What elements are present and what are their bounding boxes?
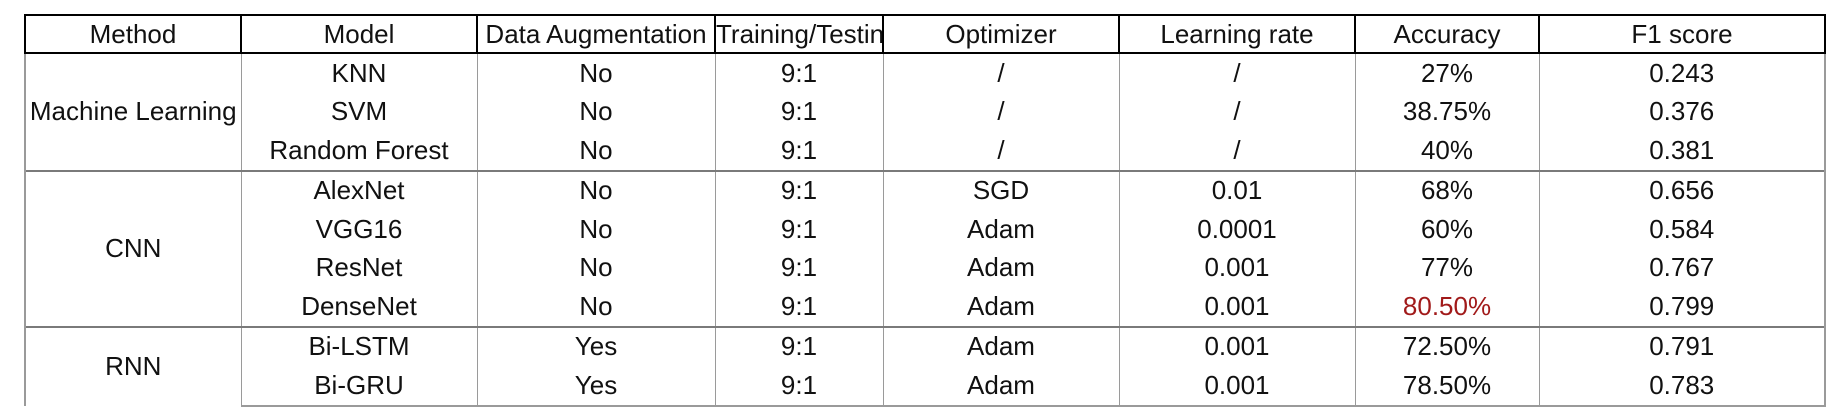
column-header-accuracy: Accuracy [1354, 14, 1540, 54]
accuracy-cell: 80.50% [1354, 287, 1540, 327]
table-row: ResNet No 9:1 Adam 0.001 77% 0.767 [25, 248, 1826, 287]
f1-score-cell: 0.767 [1538, 248, 1826, 287]
data-augmentation-cell: Yes [476, 366, 716, 407]
accuracy-cell: 38.75% [1354, 92, 1540, 131]
table-row: Random Forest No 9:1//40% 0.381 [25, 131, 1826, 171]
learning-rate-cell: 0.001 [1118, 248, 1356, 287]
table-body: Machine Learning KNN No 9:1//27% 0.243 SVM No 9… [24, 52, 1826, 407]
data-augmentation-cell: No [476, 92, 716, 131]
optimizer-cell: Adam [882, 248, 1120, 287]
results-table: Method Model Data Augmentation Training/… [24, 14, 1826, 407]
data-augmentation-cell: No [476, 210, 716, 249]
table-header: Method Model Data Augmentation Training/… [24, 14, 1826, 54]
f1-score-cell: 0.376 [1538, 92, 1826, 131]
model-cell: ResNet [240, 248, 478, 287]
f1-score-cell: 0.656 [1538, 169, 1826, 210]
table-row: CNN AlexNet No 9:1 SGD 0.01 68% 0.656 [24, 169, 1826, 327]
learning-rate-cell: / [1118, 92, 1356, 131]
optimizer-cell: Adam [882, 287, 1120, 327]
accuracy-cell: 60% [1354, 210, 1540, 249]
column-header-model: Model [240, 14, 478, 54]
column-header-optimizer: Optimizer [882, 14, 1120, 54]
f1-score-cell: 0.791 [1538, 325, 1826, 366]
optimizer-cell: Adam [882, 366, 1120, 407]
training-testing-cell: 9:1 [714, 248, 884, 287]
learning-rate-cell: / [1118, 52, 1356, 93]
training-testing-cell: 9:1 [714, 92, 884, 131]
method-cell: Machine Learning [24, 52, 242, 171]
f1-score-cell: 0.799 [1538, 287, 1826, 327]
model-cell: AlexNet [240, 169, 478, 210]
optimizer-cell: Adam [882, 325, 1120, 366]
column-header-method: Method [24, 14, 242, 54]
accuracy-cell: 77% [1354, 248, 1540, 287]
data-augmentation-cell: No [476, 248, 716, 287]
column-header-f1-score: F1 score [1538, 14, 1826, 54]
training-testing-cell: 9:1 [714, 287, 884, 327]
data-augmentation-cell: No [476, 52, 716, 93]
accuracy-cell: 68% [1354, 169, 1540, 210]
data-augmentation-cell: No [476, 131, 716, 171]
data-augmentation-cell: No [476, 287, 716, 327]
model-cell: Bi-GRU [240, 366, 478, 407]
f1-score-cell: 0.243 [1538, 52, 1826, 93]
optimizer-cell: Adam [882, 210, 1120, 249]
optimizer-cell: / [882, 92, 1120, 131]
f1-score-cell: 0.584 [1538, 210, 1826, 249]
column-header-learning-rate: Learning rate [1118, 14, 1356, 54]
column-header-data-augmentation: Data Augmentation [476, 14, 716, 54]
accuracy-cell: 27% [1354, 52, 1540, 93]
learning-rate-cell: / [1118, 131, 1356, 171]
training-testing-cell: 9:1 [714, 52, 884, 93]
model-cell: DenseNet [240, 287, 478, 327]
model-cell: SVM [240, 92, 478, 131]
optimizer-cell: / [882, 131, 1120, 171]
table-row: SVM No 9:1//38.75% 0.376 [25, 92, 1826, 131]
learning-rate-cell: 0.001 [1118, 287, 1356, 327]
table-row: Bi-GRU Yes 9:1 Adam 0.001 78.50% 0.783 [25, 366, 1826, 407]
data-augmentation-cell: No [476, 169, 716, 210]
model-cell: VGG16 [240, 210, 478, 249]
table-row: Machine Learning KNN No 9:1//27% 0.243 [24, 52, 1826, 171]
learning-rate-cell: 0.001 [1118, 366, 1356, 407]
data-augmentation-cell: Yes [476, 325, 716, 366]
table-row: DenseNet No 9:1 Adam 0.001 80.50% 0.799 [25, 287, 1826, 327]
method-cell: RNN [24, 325, 242, 406]
training-testing-cell: 9:1 [714, 325, 884, 366]
training-testing-cell: 9:1 [714, 131, 884, 171]
accuracy-cell: 78.50% [1354, 366, 1540, 407]
optimizer-cell: / [882, 52, 1120, 93]
optimizer-cell: SGD [882, 169, 1120, 210]
table-row: RNN Bi-LSTM Yes 9:1 Adam 0.001 72.50% 0.791 [24, 325, 1826, 406]
training-testing-cell: 9:1 [714, 169, 884, 210]
learning-rate-cell: 0.001 [1118, 325, 1356, 366]
column-header-training-testing: Training/Testing [714, 14, 884, 54]
training-testing-cell: 9:1 [714, 366, 884, 407]
accuracy-cell: 40% [1354, 131, 1540, 171]
header-row: Method Model Data Augmentation Training/… [24, 14, 1826, 54]
model-cell: KNN [240, 52, 478, 93]
table-row: VGG16 No 9:1 Adam 0.0001 60% 0.584 [25, 210, 1826, 249]
method-cell: CNN [24, 169, 242, 327]
accuracy-cell: 72.50% [1354, 325, 1540, 366]
f1-score-cell: 0.783 [1538, 366, 1826, 407]
learning-rate-cell: 0.0001 [1118, 210, 1356, 249]
training-testing-cell: 9:1 [714, 210, 884, 249]
model-cell: Bi-LSTM [240, 325, 478, 366]
f1-score-cell: 0.381 [1538, 131, 1826, 171]
model-cell: Random Forest [240, 131, 478, 171]
learning-rate-cell: 0.01 [1118, 169, 1356, 210]
